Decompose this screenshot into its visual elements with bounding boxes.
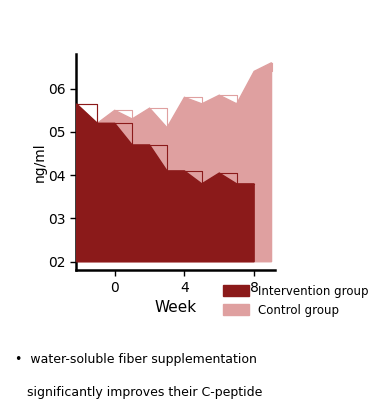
Legend: Intervention group, Control group: Intervention group, Control group xyxy=(223,285,369,317)
Polygon shape xyxy=(76,63,272,262)
Y-axis label: ng/ml: ng/ml xyxy=(33,142,47,182)
X-axis label: Week: Week xyxy=(155,300,197,315)
Text: significantly improves their C-peptide: significantly improves their C-peptide xyxy=(15,386,263,399)
Text: •  water-soluble fiber supplementation: • water-soluble fiber supplementation xyxy=(15,353,257,366)
Polygon shape xyxy=(76,104,254,262)
